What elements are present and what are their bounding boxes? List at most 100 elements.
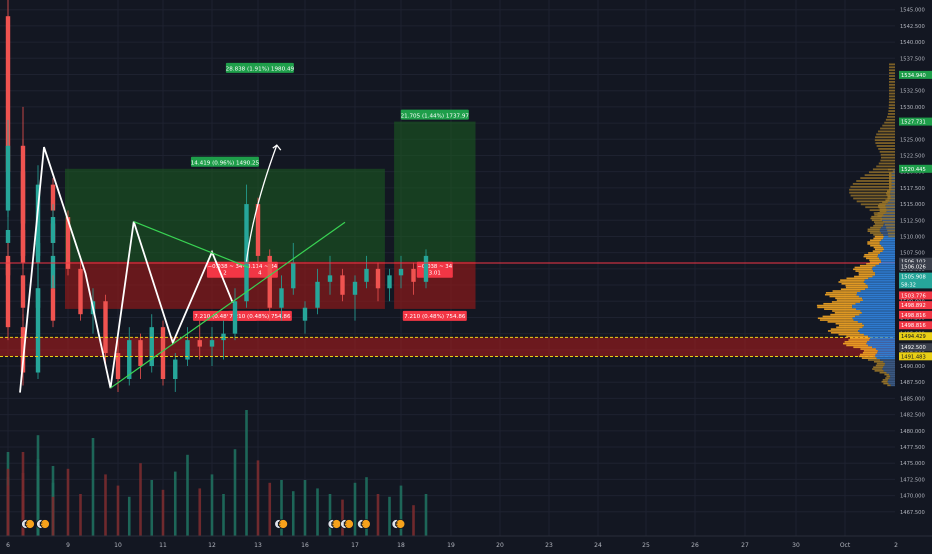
profile-bar-sell (889, 181, 892, 184)
mid-label: −0.038 ~ 342 (206, 261, 243, 278)
time-tick-label: 23 (545, 542, 553, 549)
profile-bar-sell (835, 297, 863, 300)
profile-bar-sell (838, 333, 864, 336)
candle (20, 223, 26, 269)
profile-bar-sell (881, 380, 888, 383)
time-axis[interactable]: 6 9 10 11 12 13 16 17 18 19 20 23 24 25 26 27 30 Oct 2 (0, 535, 932, 550)
candle-body (127, 340, 132, 379)
forecast-arrow[interactable] (245, 144, 278, 262)
price-label-bg (899, 310, 932, 319)
position-tool[interactable]: 14.419 (0.96%) 1490.25 −0.038 ~ 342 7.210 … (65, 156, 385, 321)
volume-bar (161, 489, 165, 536)
profile-bar-buy (852, 317, 895, 320)
profit-zone (394, 121, 476, 262)
target-label: 28.838 (1.91%) 1980.49 (226, 62, 295, 73)
profile-bar-upper (852, 182, 895, 185)
profile-bar-sell (879, 371, 887, 374)
profile-bar-buy (865, 288, 895, 291)
profile-bar-upper (889, 69, 895, 72)
profile-bar-buy (868, 277, 895, 280)
earnings-marker[interactable]: E (340, 519, 354, 529)
profile-bar-sell (819, 319, 854, 321)
profile-bar-sell (859, 264, 876, 267)
profile-bar-sell (862, 351, 878, 354)
profile-bar-buy (882, 219, 895, 222)
price-tick-label: 1530.000 (900, 105, 925, 111)
trend-line[interactable] (110, 221, 346, 389)
target-label-bg (400, 109, 469, 120)
price-label-bg (899, 280, 932, 289)
profile-bar-buy (879, 241, 895, 243)
candle-body (291, 262, 296, 289)
profile-bar-buy (859, 331, 895, 334)
profile-bar-buy (883, 224, 895, 227)
zigzag-pattern[interactable] (19, 146, 234, 393)
profile-bar-sell (867, 359, 881, 361)
profile-bar-sell (876, 362, 885, 365)
position-tool[interactable]: 21.705 (1.44%) 1737.97 −0.038 ~ 343.01 7.2… (394, 109, 476, 321)
price-tick-label: 1532.500 (900, 89, 925, 95)
price-label-bg (899, 343, 932, 352)
earnings-marker-icon (25, 519, 35, 529)
position-tool[interactable]: 28.838 (1.91%) 1980.49 −0.114 ~ 344 7.210 … (226, 62, 295, 321)
profile-bar-sell (849, 337, 871, 340)
earnings-marker[interactable]: E (36, 519, 50, 529)
profile-bar-buy (852, 306, 895, 309)
profile-bar-sell (846, 335, 869, 338)
price-tick-label: 1472.500 (900, 477, 925, 483)
profile-bar-buy (879, 228, 895, 231)
candle (364, 255, 369, 289)
price-label-bg (899, 164, 932, 173)
profile-bar-upper (889, 66, 895, 69)
candle (232, 288, 238, 341)
candle-body (5, 262, 11, 328)
profile-bar-buy (883, 370, 895, 372)
candle-body (20, 145, 26, 256)
earnings-marker[interactable]: E (327, 519, 342, 529)
price-axis[interactable]: 1545.0001542.5001540.0001537.5001535.000… (895, 0, 932, 536)
earnings-marker[interactable]: E (274, 519, 289, 529)
earnings-marker-icon (344, 519, 354, 529)
profile-bar-sell (827, 321, 858, 323)
profile-bar-sell (854, 266, 873, 269)
profile-bar-sell (834, 312, 862, 314)
trend-line[interactable] (133, 221, 250, 269)
profile-bar-buy (879, 263, 895, 265)
earnings-marker[interactable]: E (391, 519, 406, 529)
pattern-drawings[interactable] (19, 144, 346, 393)
time-tick-label: 11 (159, 542, 167, 549)
price-label-bg (899, 291, 932, 300)
candle-body (255, 204, 261, 256)
profile-bar-buy (867, 284, 895, 287)
profile-bar-upper (889, 75, 895, 77)
candle-body (315, 281, 320, 308)
price-tick-label: 1475.000 (900, 461, 925, 467)
candle (35, 236, 41, 282)
earnings-marker[interactable]: E (356, 519, 371, 529)
profile-bar-buy (858, 330, 895, 332)
candle-body (173, 359, 178, 379)
profit-zone (65, 168, 385, 262)
candle (375, 262, 381, 302)
profile-bar-sell (867, 241, 880, 243)
profile-bar-sell (825, 292, 858, 294)
profile-bar-buy (864, 279, 895, 281)
profile-bar-upper (875, 136, 895, 139)
profile-bar-upper (882, 220, 895, 223)
position-tools[interactable]: 14.419 (0.96%) 1490.25−0.038 ~ 3427.210 … (65, 62, 476, 321)
candle-body (185, 340, 190, 360)
time-tick-label: 16 (301, 542, 309, 549)
candle (209, 327, 215, 367)
volume-bar (127, 496, 131, 536)
profile-bar-buy (872, 266, 895, 269)
horizontal-lines (0, 262, 895, 357)
candle (127, 327, 132, 386)
earnings-marker[interactable]: E (21, 519, 35, 529)
profile-bar-sell (845, 284, 868, 287)
profile-bar-buy (886, 371, 895, 374)
profile-bar-upper (860, 203, 895, 206)
volume-bar (256, 460, 260, 536)
event-markers[interactable]: EE E E E E E (21, 519, 406, 529)
